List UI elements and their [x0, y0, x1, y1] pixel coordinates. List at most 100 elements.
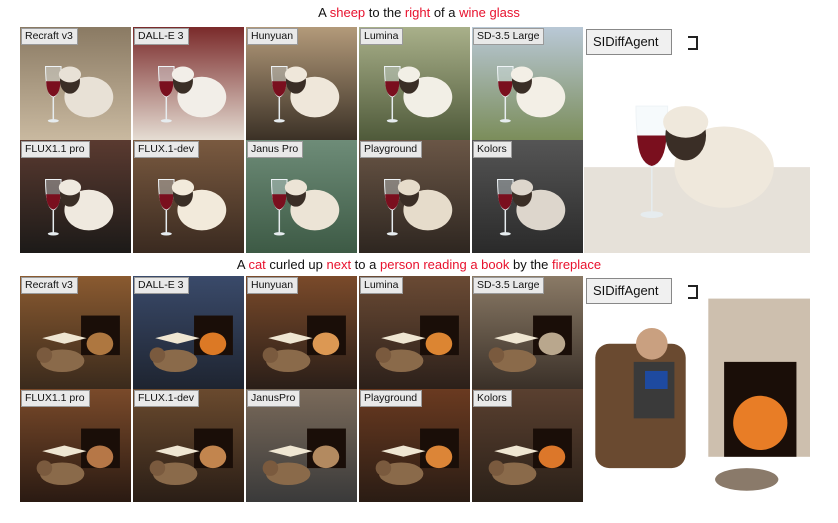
caption-text: A — [236, 257, 249, 272]
featured-model-label: SIDiffAgent — [586, 29, 672, 55]
featured-image-1: SIDiffAgent — [584, 27, 810, 253]
model-label: Kolors — [473, 141, 512, 158]
cat-scene-figure — [149, 315, 233, 373]
thumbnail-recraft-v3: Recraft v3 — [20, 276, 131, 389]
thumbnail-image — [246, 27, 357, 140]
thumbnail-flux-1-dev: FLUX.1-dev — [133, 389, 244, 502]
model-label: FLUX1.1 pro — [21, 141, 90, 158]
model-label: DALL-E 3 — [134, 28, 189, 45]
model-label: Playground — [360, 390, 423, 407]
model-label: Janus Pro — [247, 141, 304, 158]
model-label: FLUX.1-dev — [134, 390, 200, 407]
cat-scene-figure — [375, 428, 459, 486]
thumbnail-image — [20, 140, 131, 253]
bracket-arrow-icon — [688, 285, 698, 299]
thumbnail-image — [472, 27, 583, 140]
wine-glass-figure — [635, 105, 669, 218]
thumbnail-lumina: Lumina — [359, 27, 470, 140]
cat-scene-figure — [262, 315, 346, 373]
model-label: JanusPro — [247, 390, 301, 407]
cat-scene-figure — [488, 428, 572, 486]
thumbnail-image — [133, 140, 244, 253]
caption-text: to the — [365, 5, 405, 20]
thumbnail-playground: Playground — [359, 389, 470, 502]
sheep-figure — [171, 179, 227, 231]
thumbnail-image — [20, 27, 131, 140]
thumbnail-image — [359, 389, 470, 502]
thumbnail-image — [20, 276, 131, 389]
thumbnail-image — [20, 389, 131, 502]
highlighted-word: right — [404, 5, 431, 20]
cat-scene-figure — [36, 428, 120, 486]
highlighted-word: next — [326, 257, 352, 272]
bracket-arrow-icon — [688, 36, 698, 50]
prompt-caption-2: A cat curled up next to a person reading… — [0, 257, 838, 273]
wine-glass-figure — [271, 66, 288, 123]
thumbnail-image — [246, 389, 357, 502]
highlighted-word: fireplace — [552, 257, 602, 272]
thumbnail-hunyuan: Hunyuan — [246, 276, 357, 389]
wine-glass-figure — [384, 66, 401, 123]
wine-glass-figure — [497, 179, 514, 236]
wine-glass-figure — [45, 66, 62, 123]
thumbnail-kolors: Kolors — [472, 389, 583, 502]
thumbnail-januspro: JanusPro — [246, 389, 357, 502]
thumbnail-image — [472, 276, 583, 389]
thumbnail-flux1-1-pro: FLUX1.1 pro — [20, 389, 131, 502]
featured-image — [584, 27, 810, 253]
highlighted-word: sheep — [329, 5, 366, 20]
sheep-figure — [171, 66, 227, 118]
caption-text: curled up — [265, 257, 327, 272]
thumbnail-image — [359, 276, 470, 389]
wine-glass-figure — [271, 179, 288, 236]
thumbnail-image — [246, 140, 357, 253]
sheep-figure — [284, 66, 340, 118]
thumbnail-flux1-1-pro: FLUX1.1 pro — [20, 140, 131, 253]
model-label: DALL-E 3 — [134, 277, 189, 294]
thumbnail-image — [472, 389, 583, 502]
thumbnail-hunyuan: Hunyuan — [246, 27, 357, 140]
thumbnail-janus-pro: Janus Pro — [246, 140, 357, 253]
featured-image — [584, 276, 810, 502]
image-grid-2: Recraft v3 DALL-E 3 Hunyuan Lumina SD-3.5 La… — [20, 276, 584, 502]
model-label: Lumina — [360, 28, 404, 45]
caption-text: A — [318, 5, 330, 20]
thumbnail-flux-1-dev: FLUX.1-dev — [133, 140, 244, 253]
sheep-figure — [284, 179, 340, 231]
thumbnail-image — [133, 276, 244, 389]
thumbnail-image — [359, 27, 470, 140]
prompt-caption-1: A sheep to the right of a wine glass — [0, 5, 838, 21]
model-label: FLUX1.1 pro — [21, 390, 90, 407]
thumbnail-image — [359, 140, 470, 253]
wine-glass-figure — [158, 66, 175, 123]
thumbnail-dall-e-3: DALL-E 3 — [133, 27, 244, 140]
model-label: SD-3.5 Large — [473, 28, 545, 45]
sheep-figure — [510, 66, 566, 118]
featured-model-label: SIDiffAgent — [586, 278, 672, 304]
cat-scene-figure — [36, 315, 120, 373]
thumbnail-sd-3-5-large: SD-3.5 Large — [472, 276, 583, 389]
thumbnail-image — [133, 27, 244, 140]
caption-text: to a — [351, 257, 380, 272]
model-label: FLUX.1-dev — [134, 141, 200, 158]
thumbnail-playground: Playground — [359, 140, 470, 253]
thumbnail-image — [472, 140, 583, 253]
thumbnail-image — [133, 389, 244, 502]
wine-glass-figure — [45, 179, 62, 236]
cat-scene-figure — [488, 315, 572, 373]
model-label: Recraft v3 — [21, 28, 78, 45]
image-grid-1: Recraft v3 DALL-E 3 Hunyuan Lumina SD-3.5 La… — [20, 27, 584, 253]
sheep-figure — [397, 66, 453, 118]
model-label: Kolors — [473, 390, 512, 407]
model-label: Hunyuan — [247, 277, 299, 294]
cat-scene-figure — [149, 428, 233, 486]
sheep-figure — [510, 179, 566, 231]
wine-glass-figure — [384, 179, 401, 236]
model-label: SD-3.5 Large — [473, 277, 545, 294]
cat-scene-figure — [375, 315, 459, 373]
highlighted-word: cat — [248, 257, 266, 272]
thumbnail-kolors: Kolors — [472, 140, 583, 253]
thumbnail-image — [246, 276, 357, 389]
cat-scene-figure — [262, 428, 346, 486]
model-label: Lumina — [360, 277, 404, 294]
